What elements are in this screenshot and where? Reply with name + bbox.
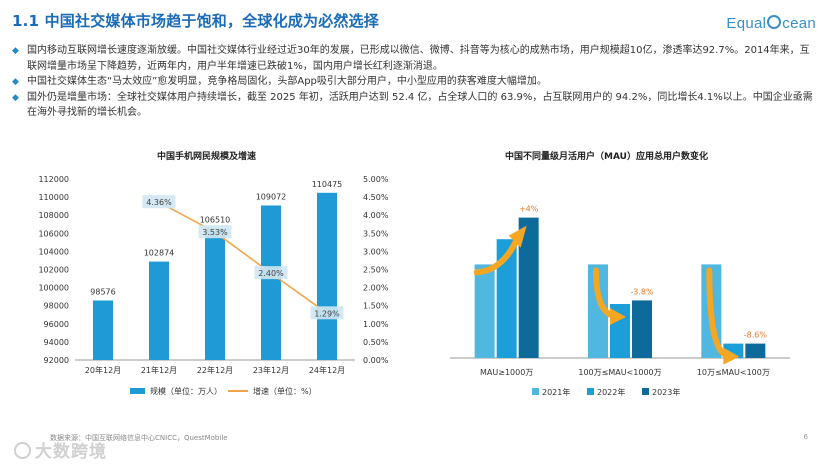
y2-tick-label: 0.00% — [363, 356, 389, 365]
line-value-label: 3.53% — [202, 228, 228, 237]
diamond-bullet-icon: ◆ — [12, 92, 19, 103]
y2-tick-label: 2.00% — [363, 284, 389, 293]
y-tick-label: 96000 — [44, 320, 69, 329]
y2-tick-label: 3.50% — [363, 229, 389, 238]
bar — [93, 300, 113, 360]
bullet-list: ◆ 国内移动互联网增长速度逐渐放缓。中国社交媒体行业经过近30年的发展，已形成以微… — [12, 43, 817, 121]
bar — [632, 300, 652, 358]
y-tick-label: 100000 — [38, 284, 69, 293]
line-value-label: 4.36% — [146, 198, 172, 207]
x-tick-label: 24年12月 — [309, 365, 345, 375]
logo-text-right: cean — [782, 15, 816, 32]
bullet-item: ◆ 国内移动互联网增长速度逐渐放缓。中国社交媒体行业经过近30年的发展，已形成以微… — [12, 43, 817, 74]
y-tick-label: 112000 — [38, 175, 69, 184]
data-label-bg — [198, 225, 232, 239]
y2-tick-label: 5.00% — [363, 175, 389, 184]
y2-tick-label: 3.00% — [363, 247, 389, 256]
x-tick-label: 100万≤MAU<1000万 — [578, 368, 661, 377]
y-tick-label: 94000 — [44, 338, 69, 347]
line-value-label: 2.40% — [258, 269, 284, 278]
bar — [745, 343, 766, 358]
bar — [205, 228, 225, 360]
bar — [261, 205, 281, 360]
bar — [474, 264, 495, 358]
trend-arrow-head-icon — [723, 347, 740, 365]
legend-label: 2021年 — [542, 387, 570, 397]
y2-tick-label: 4.50% — [363, 193, 389, 202]
logo-o-icon — [767, 15, 782, 29]
y-tick-label: 102000 — [38, 266, 69, 275]
legend-label: 2023年 — [652, 387, 680, 397]
bullet-item: ◆ 中国社交媒体生态“马太效应”愈发明显，竞争格局固化，头部App吸引大部分用户，… — [12, 74, 817, 90]
bullet-text: 国内移动互联网增长速度逐渐放缓。中国社交媒体行业经过近30年的发展，已形成以微信… — [27, 45, 810, 72]
x-tick-label: 20年12月 — [85, 365, 121, 375]
watermark: 大数跨境 — [14, 437, 107, 462]
y-tick-label: 108000 — [38, 211, 69, 220]
x-tick-label: MAU≥1000万 — [480, 368, 533, 377]
trend-arrow-head-icon — [610, 308, 626, 325]
bar-value-label: 106510 — [200, 216, 231, 225]
x-tick-label: 23年12月 — [253, 365, 289, 375]
change-annotation: -3.8% — [630, 287, 654, 296]
x-tick-label: 21年12月 — [141, 365, 177, 375]
legend-swatch-bar — [130, 388, 145, 394]
growth-rate-line — [158, 201, 328, 314]
chart2-title: 中国不同量级月活用户（MAU）应用总用户数变化 — [505, 152, 708, 162]
bar-value-label: 110475 — [312, 180, 343, 189]
y-tick-label: 110000 — [38, 193, 69, 202]
y-tick-label: 98000 — [44, 302, 69, 311]
chart1-title: 中国手机网民规模及增速 — [157, 152, 257, 162]
legend-swatch — [532, 388, 539, 395]
y2-tick-label: 1.50% — [363, 302, 389, 311]
logo-text-left: Equal — [726, 15, 767, 32]
diamond-bullet-icon: ◆ — [12, 77, 19, 87]
legend-label: 2022年 — [597, 387, 625, 397]
page-number: 6 — [803, 433, 808, 441]
y2-tick-label: 1.00% — [363, 320, 389, 329]
line-value-label: 1.29% — [314, 309, 340, 318]
x-tick-label: 10万≤MAU<100万 — [697, 368, 770, 377]
change-annotation: -8.6% — [744, 331, 768, 340]
watermark-text: 大数跨境 — [35, 442, 107, 462]
data-source: 数据来源：中国互联网络信息中心CNICC，QuestMobile — [50, 434, 228, 442]
bar — [496, 239, 517, 358]
trend-arrow-head-icon — [508, 225, 527, 248]
change-annotation: +4% — [519, 205, 539, 214]
y2-tick-label: 2.50% — [363, 266, 389, 275]
y-tick-label: 104000 — [38, 247, 69, 256]
bar — [588, 264, 608, 358]
bar — [518, 217, 539, 358]
data-label-bg — [142, 195, 176, 209]
trend-arrow-icon — [473, 236, 520, 276]
data-label-bg — [254, 266, 288, 280]
watermark-logo-icon — [14, 442, 31, 459]
bar-value-label: 102874 — [144, 249, 175, 258]
bar — [149, 261, 169, 360]
y2-tick-label: 4.00% — [363, 211, 389, 220]
x-tick-label: 22年12月 — [197, 365, 233, 375]
equalocean-logo: Equal cean — [726, 15, 816, 32]
legend-label: 规模（单位：万人） — [150, 386, 222, 396]
data-label-bg — [310, 306, 344, 320]
y-tick-label: 106000 — [38, 229, 69, 238]
page-title: 1.1 中国社交媒体市场趋于饱和，全球化成为必然选择 — [12, 12, 379, 30]
bar-value-label: 109072 — [256, 192, 287, 201]
bullet-text: 国外仍是增量市场：全球社交媒体用户持续增长，截至 2025 年初，活跃用户达到 … — [27, 91, 813, 119]
legend-label: 增速（单位：%） — [253, 386, 317, 396]
diamond-bullet-icon: ◆ — [12, 46, 19, 56]
legend-swatch — [587, 388, 594, 395]
legend-swatch — [642, 388, 649, 395]
bullet-text: 中国社交媒体生态“马太效应”愈发明显，竞争格局固化，头部App吸引大部分用户，中… — [27, 76, 547, 87]
y-tick-label: 92000 — [44, 356, 69, 365]
bar-value-label: 98576 — [90, 287, 115, 296]
bullet-item: ◆ 国外仍是增量市场：全球社交媒体用户持续增长，截至 2025 年初，活跃用户达到… — [12, 90, 817, 121]
y2-tick-label: 0.50% — [363, 338, 389, 347]
